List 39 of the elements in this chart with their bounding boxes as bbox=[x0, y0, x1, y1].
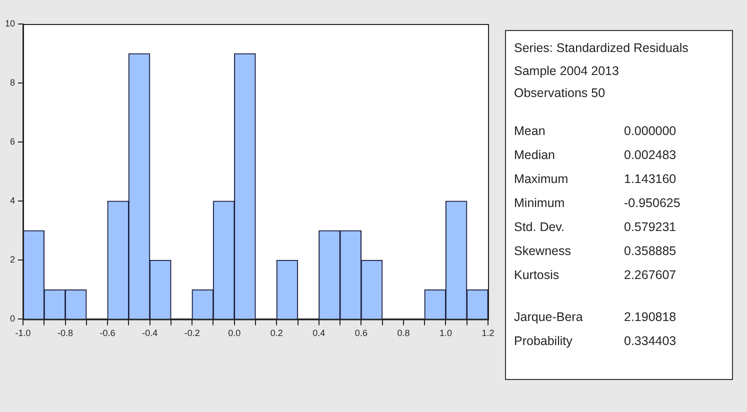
x-tick-label: 0.2 bbox=[270, 328, 283, 338]
y-tick-label: 2 bbox=[10, 254, 16, 265]
x-tick-label: -1.0 bbox=[15, 328, 31, 338]
x-tick-label: -0.6 bbox=[100, 328, 116, 338]
text: Skewness bbox=[514, 242, 572, 260]
text: Kurtosis bbox=[514, 266, 560, 284]
y-tick-label: 6 bbox=[10, 136, 16, 147]
text: Median bbox=[514, 146, 556, 164]
text: 2.267607 bbox=[624, 266, 678, 284]
x-tick-label: 0.0 bbox=[228, 328, 241, 338]
text: 0.358885 bbox=[624, 242, 678, 260]
text: 2.190818 bbox=[624, 308, 678, 326]
x-tick-label: -0.2 bbox=[184, 328, 200, 338]
y-tick-label: 10 bbox=[4, 18, 16, 28]
text: Probability bbox=[514, 332, 574, 350]
text: Sample 2004 2013 bbox=[514, 62, 620, 80]
x-tick-label: 0.8 bbox=[397, 328, 410, 338]
text: -0.950625 bbox=[624, 194, 682, 212]
text: Jarque-Bera bbox=[514, 308, 584, 326]
text: 0.334403 bbox=[624, 332, 678, 350]
x-tick-label: 1.0 bbox=[439, 328, 452, 338]
y-tick-label: 0 bbox=[10, 314, 16, 324]
text: Minimum bbox=[514, 194, 566, 212]
text: 1.143160 bbox=[624, 170, 678, 188]
text: Std. Dev. bbox=[514, 218, 566, 236]
x-tick-label: 1.2 bbox=[482, 328, 494, 338]
text: Series: Standardized Residuals bbox=[514, 40, 690, 57]
y-tick-label: 4 bbox=[10, 196, 16, 206]
y-tick-label: 8 bbox=[10, 78, 16, 88]
text: 0.000000 bbox=[624, 122, 678, 140]
text: Mean bbox=[514, 122, 546, 140]
x-tick-label: 0.4 bbox=[312, 328, 326, 338]
x-tick-label: 0.6 bbox=[354, 328, 368, 338]
text: Maximum bbox=[514, 170, 570, 188]
text: Observations 50 bbox=[514, 85, 606, 102]
x-tick-label: -0.4 bbox=[142, 328, 158, 338]
x-tick-label: -0.8 bbox=[58, 328, 74, 338]
text: 0.579231 bbox=[624, 218, 678, 236]
text: 0.002483 bbox=[624, 146, 678, 164]
